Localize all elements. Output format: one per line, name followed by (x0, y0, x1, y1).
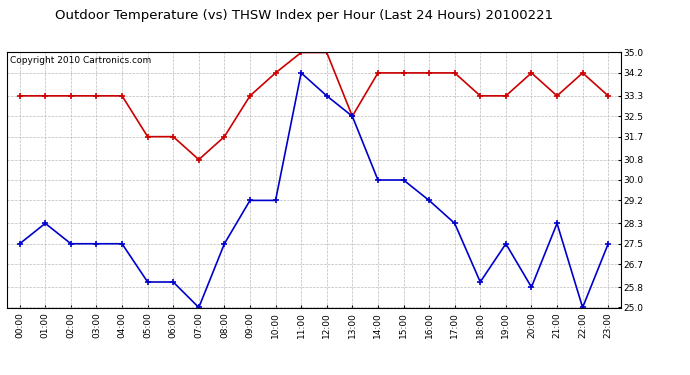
Text: Outdoor Temperature (vs) THSW Index per Hour (Last 24 Hours) 20100221: Outdoor Temperature (vs) THSW Index per … (55, 9, 553, 22)
Text: Copyright 2010 Cartronics.com: Copyright 2010 Cartronics.com (10, 56, 151, 65)
